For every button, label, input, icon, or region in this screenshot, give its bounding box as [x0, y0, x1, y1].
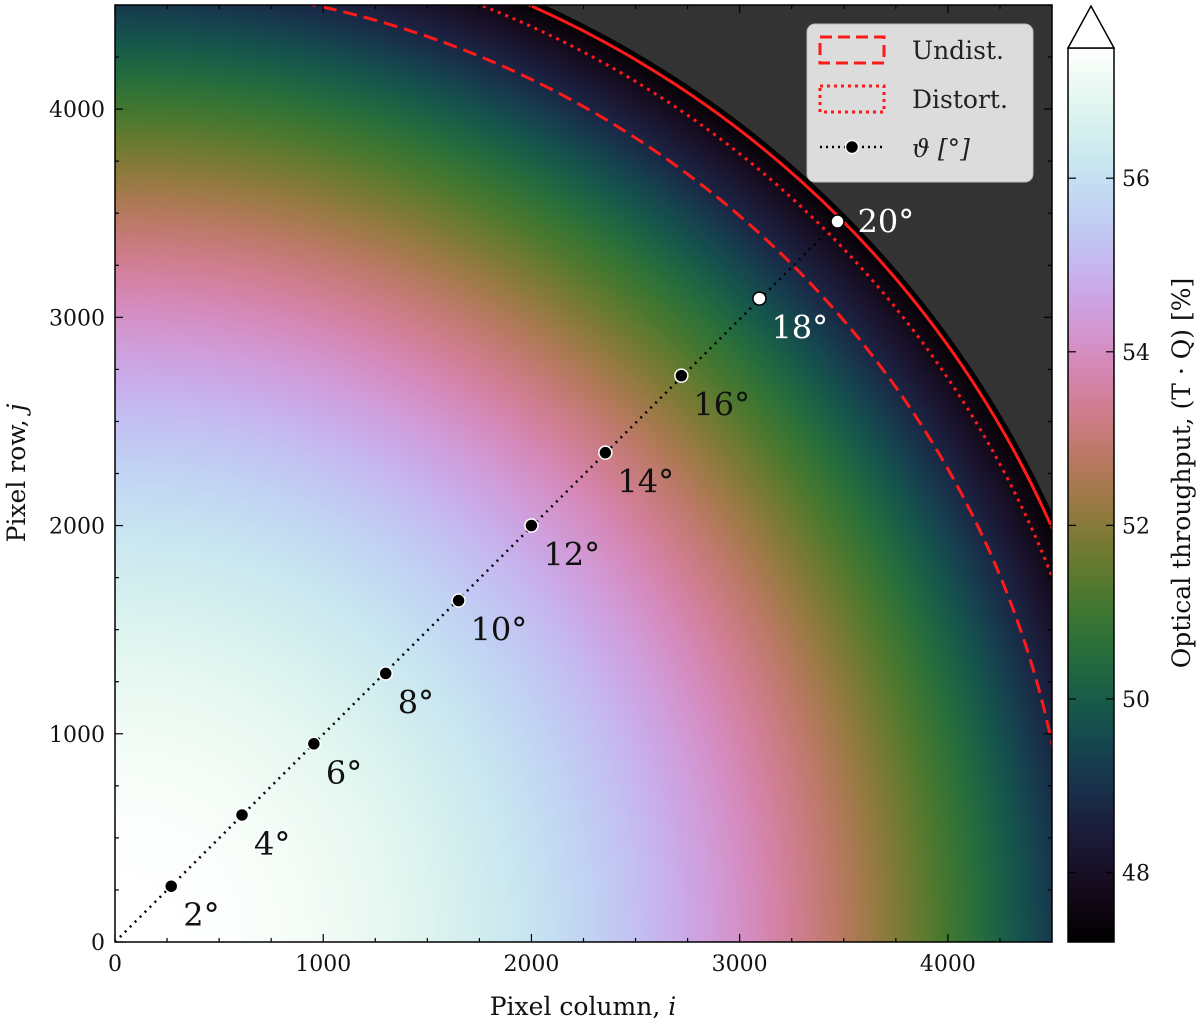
angle-label: 2°	[183, 896, 219, 934]
x-tick-label: 4000	[920, 952, 976, 977]
y-tick-label: 1000	[49, 723, 105, 748]
angle-label: 18°	[771, 309, 828, 347]
legend-swatch-undist	[818, 35, 886, 65]
angle-marker	[306, 736, 322, 752]
y-tick-label: 4000	[49, 98, 105, 123]
legend-swatch-distort	[818, 84, 886, 114]
throughput-field	[115, 5, 1052, 942]
angle-marker	[163, 878, 179, 894]
x-tick-label: 2000	[503, 952, 559, 977]
colorbar: 48 50 52 54 56 Optical throughput, (T · Q) […	[1066, 4, 1196, 943]
angle-label: 20°	[858, 203, 915, 241]
legend-label-undist: Undist.	[912, 36, 1004, 65]
legend-label-distort: Distort.	[912, 85, 1008, 114]
angle-label: 4°	[254, 825, 290, 863]
y-axis-ticks: 0 1000 2000 3000 4000	[49, 4, 1052, 956]
angle-labels: 2° 4° 6° 8° 10° 12° 14° 16° 18° 20°	[183, 203, 914, 935]
x-tick-label: 3000	[712, 952, 768, 977]
angle-marker	[451, 593, 466, 608]
x-tick-label: 1000	[295, 952, 351, 977]
angle-marker	[598, 445, 613, 460]
colorbar-tick-label: 54	[1122, 341, 1150, 366]
legend: Undist. Distort. ϑ [°]	[806, 23, 1034, 183]
angle-label: 14°	[617, 463, 674, 501]
x-axis-ticks: 0 1000 2000 3000 4000	[108, 5, 1053, 977]
y-tick-label: 0	[91, 931, 105, 956]
colorbar-gradient	[1067, 47, 1115, 943]
colorbar-tick-label: 48	[1122, 862, 1150, 887]
legend-swatch-angle-marker	[844, 139, 860, 155]
contour-dashed	[305, 5, 1052, 752]
angle-marker	[234, 807, 250, 823]
colorbar-tick-label: 56	[1122, 167, 1150, 192]
colorbar-ticks: 48 50 52 54 56	[1068, 167, 1150, 887]
angle-label: 8°	[398, 683, 434, 721]
colorbar-tick-label: 50	[1122, 688, 1150, 713]
angle-label: 12°	[543, 536, 600, 574]
x-axis-title: Pixel column, i	[490, 992, 677, 1021]
colorbar-tick-label: 52	[1122, 514, 1150, 539]
angle-markers	[163, 214, 845, 894]
angle-marker	[752, 291, 767, 306]
y-tick-label: 3000	[49, 306, 105, 331]
x-tick-label: 0	[108, 952, 122, 977]
angle-label: 10°	[471, 611, 528, 649]
angle-marker	[830, 214, 845, 229]
angle-marker	[378, 666, 393, 681]
angle-label: 16°	[693, 386, 750, 424]
y-axis-title: Pixel row, j	[2, 403, 31, 542]
colorbar-label: Optical throughput, (T · Q) [%]	[1167, 278, 1196, 669]
y-tick-label: 2000	[49, 515, 105, 540]
colorbar-extend-arrow	[1066, 4, 1116, 49]
angle-marker	[674, 368, 689, 383]
legend-label-angle: ϑ [°]	[912, 134, 970, 163]
angle-label: 6°	[326, 754, 362, 792]
angle-marker	[524, 518, 539, 533]
